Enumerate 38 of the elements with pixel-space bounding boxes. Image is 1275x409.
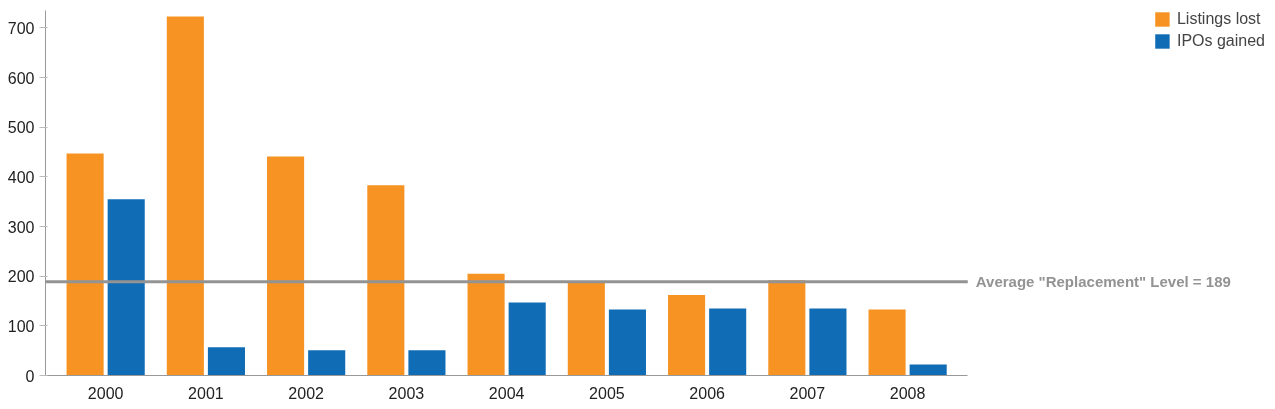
bar bbox=[408, 350, 446, 376]
legend-label: Listings lost bbox=[1176, 10, 1261, 28]
x-tick-label: 2006 bbox=[689, 384, 726, 402]
bar bbox=[166, 16, 204, 376]
y-tick-label: 200 bbox=[7, 268, 35, 286]
bar bbox=[467, 273, 505, 376]
bar bbox=[608, 309, 646, 376]
legend-label: IPOs gained bbox=[1176, 32, 1265, 50]
bar bbox=[107, 199, 145, 376]
y-tick-label: 700 bbox=[7, 19, 35, 37]
bar bbox=[868, 309, 906, 376]
x-tick-label: 2004 bbox=[488, 384, 525, 402]
bar bbox=[768, 280, 806, 376]
x-tick-label: 2005 bbox=[589, 384, 625, 402]
bar bbox=[668, 295, 706, 376]
y-tick-label: 300 bbox=[7, 218, 35, 236]
bar bbox=[508, 302, 546, 376]
ref-line-label: Average "Replacement" Level = 189 bbox=[975, 273, 1231, 291]
bar bbox=[367, 185, 405, 376]
bar bbox=[66, 153, 104, 376]
y-tick-label: 600 bbox=[7, 69, 35, 87]
y-tick-label: 100 bbox=[7, 317, 35, 335]
x-tick-label: 2000 bbox=[87, 384, 124, 402]
x-tick-label: 2001 bbox=[188, 384, 224, 402]
bar bbox=[267, 156, 305, 376]
bar bbox=[809, 308, 847, 376]
bar bbox=[909, 364, 947, 376]
bar bbox=[207, 347, 245, 376]
y-tick-label: 400 bbox=[7, 168, 35, 186]
bar bbox=[308, 350, 346, 376]
y-tick-label: 0 bbox=[25, 367, 35, 385]
x-tick-label: 2007 bbox=[789, 384, 826, 402]
bar bbox=[567, 281, 605, 376]
y-tick-label: 500 bbox=[7, 119, 35, 137]
x-tick-label: 2003 bbox=[388, 384, 425, 402]
x-tick-label: 2002 bbox=[288, 384, 325, 402]
bar bbox=[709, 308, 747, 376]
x-tick-label: 2008 bbox=[889, 384, 926, 402]
